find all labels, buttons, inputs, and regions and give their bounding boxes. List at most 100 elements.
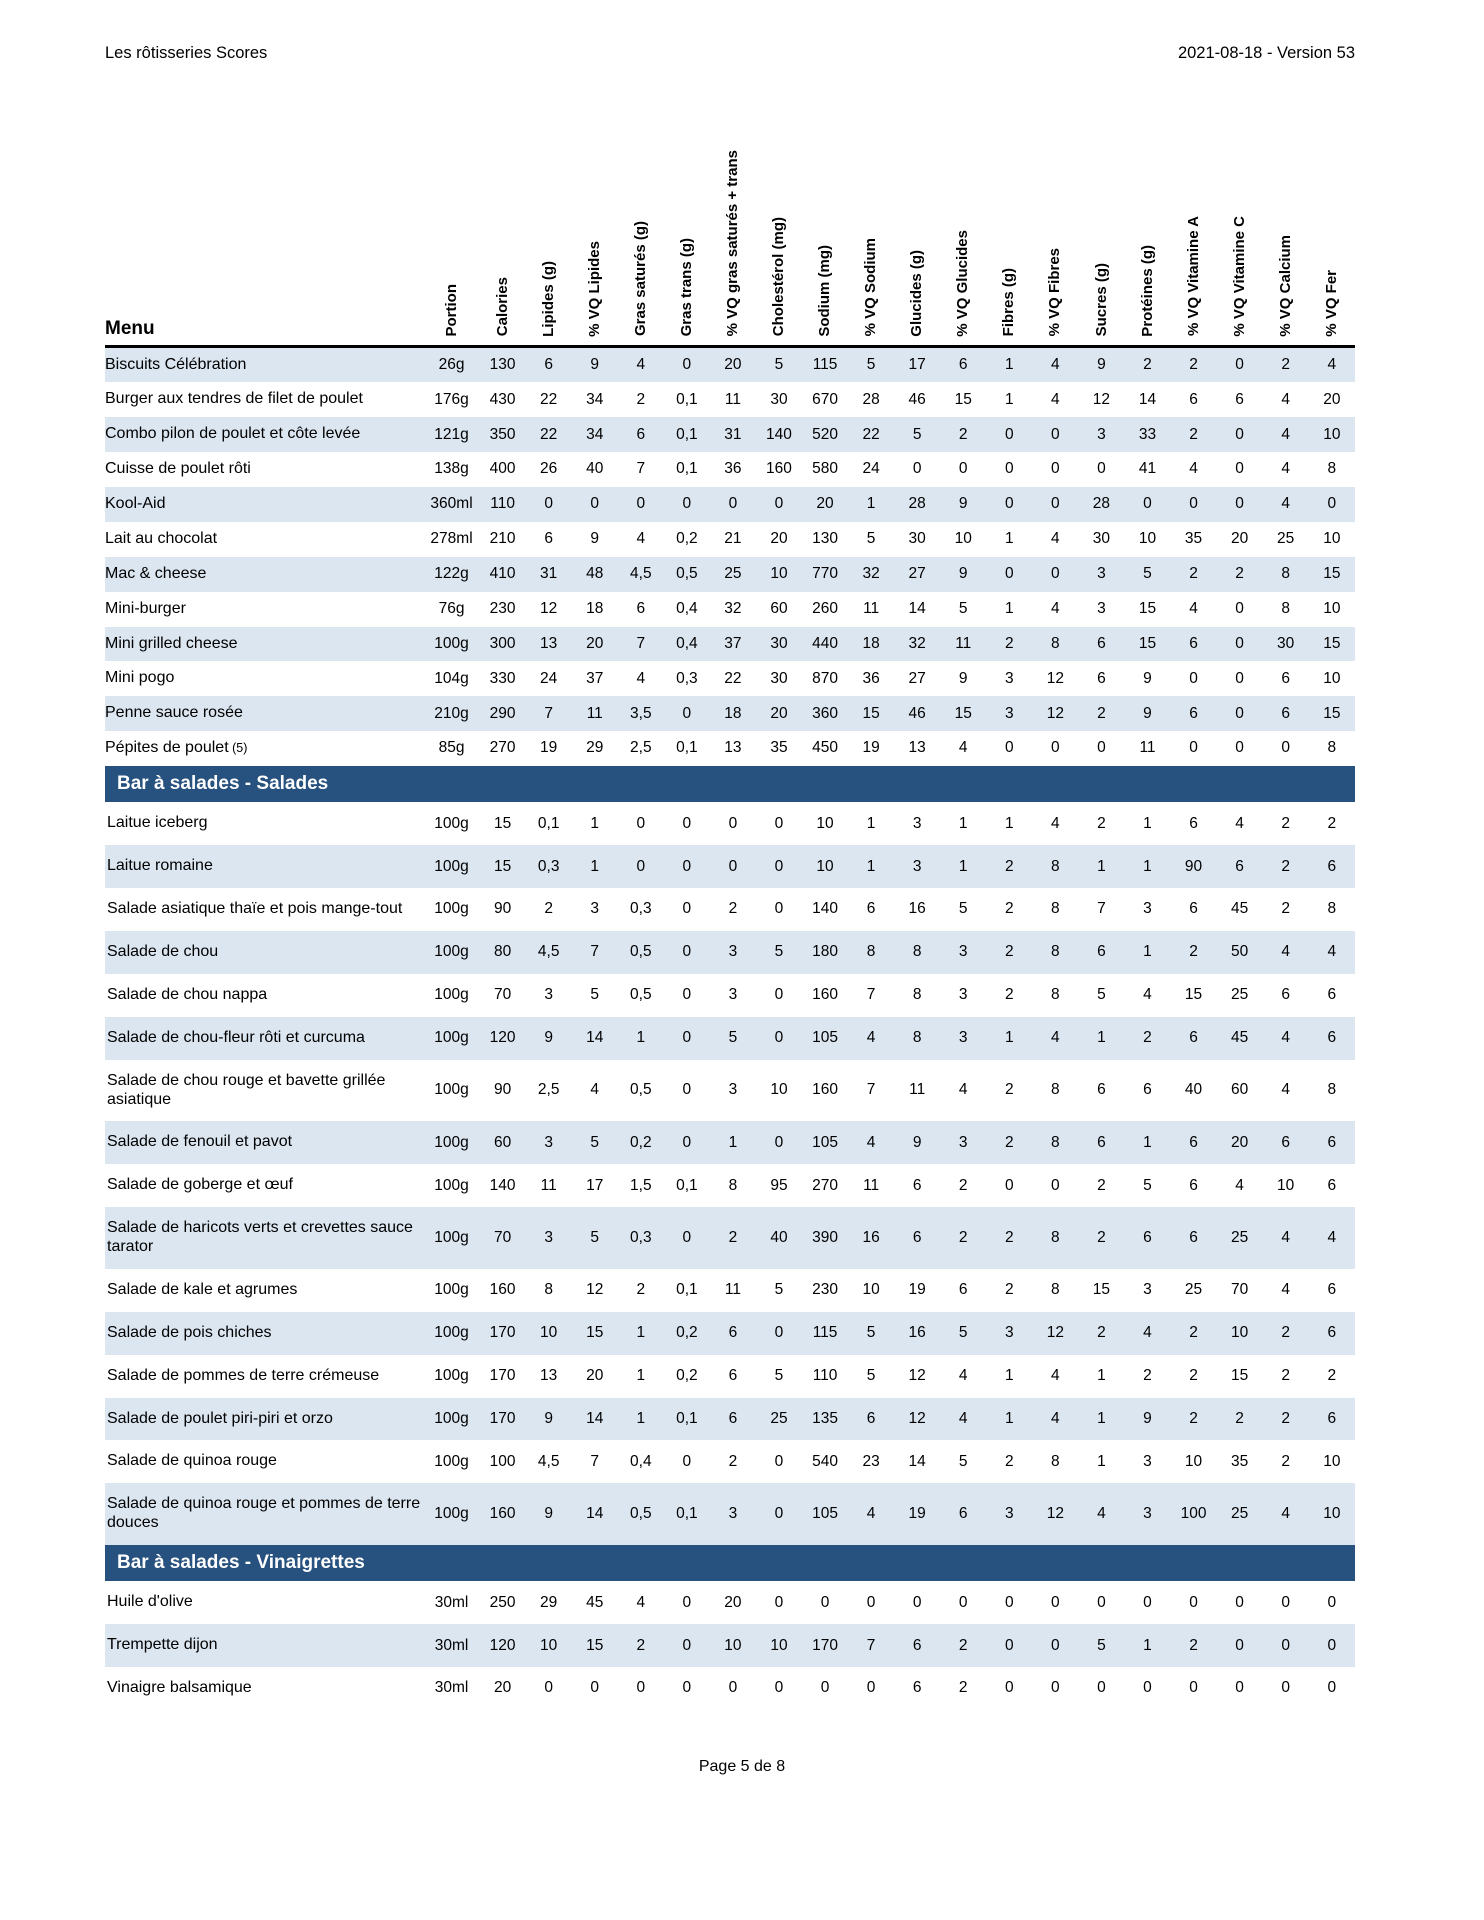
- nutrition-value: 6: [1281, 986, 1290, 1004]
- nutrition-value: 270: [489, 739, 516, 757]
- nutrition-value: 0: [1235, 425, 1244, 443]
- nutrition-value: 30ml: [434, 1593, 469, 1611]
- nutrition-value: 0,5: [630, 986, 652, 1004]
- nutrition-value: 0: [1004, 565, 1014, 583]
- nutrition-value: 2: [1004, 857, 1014, 875]
- nutrition-value: 5: [866, 530, 876, 548]
- nutrition-value: 100g: [434, 1081, 469, 1099]
- nutrition-value: 0: [590, 1679, 600, 1697]
- nutrition-table: Menu Portion Calories Lipides (g) % VQ Lipi…: [105, 81, 1355, 1710]
- nutrition-value: 0,1: [676, 1281, 698, 1299]
- nutrition-value: 0: [682, 900, 692, 918]
- nutrition-value: 4: [1189, 599, 1198, 617]
- nutrition-value: 5: [1143, 565, 1152, 583]
- column-header-label: Lipides (g): [539, 260, 557, 337]
- nutrition-value: 5: [958, 1452, 968, 1470]
- nutrition-value: 1: [1097, 1029, 1106, 1047]
- nutrition-value: 100: [1180, 1505, 1207, 1523]
- nutrition-value: 1: [866, 495, 876, 513]
- nutrition-value: 70: [493, 1228, 512, 1246]
- table-row: Salade de quinoa rouge 100g 100 4,5 7 0,4 0 2 0 5…: [105, 1440, 1355, 1483]
- nutrition-value: 0: [1004, 1593, 1014, 1611]
- nutrition-value: 6: [1143, 1228, 1152, 1246]
- nutrition-value: 6: [866, 900, 876, 918]
- nutrition-value: 11: [1139, 739, 1156, 757]
- nutrition-value: 5: [958, 1324, 968, 1342]
- nutrition-value: 0: [728, 857, 738, 875]
- nutrition-value: 6: [1189, 900, 1198, 918]
- nutrition-value: 85g: [438, 739, 465, 757]
- nutrition-value: 9: [544, 1505, 553, 1523]
- nutrition-value: 2: [958, 1176, 968, 1194]
- nutrition-value: 10: [1323, 530, 1341, 548]
- nutrition-value: 121g: [434, 425, 469, 443]
- nutrition-value: 0: [1097, 1593, 1106, 1611]
- nutrition-value: 15: [954, 704, 972, 722]
- doc-version-date: 2021-08-18 - Version 53: [1177, 44, 1355, 62]
- column-header: Cholestérol (mg): [755, 81, 803, 348]
- nutrition-value: 6: [636, 425, 646, 443]
- menu-item-name: Salade de poulet piri-piri et orzo: [107, 1409, 333, 1427]
- table-row: Pépites de poulet (5) 85g 270 19 29 2,5 0,1 13 3…: [105, 731, 1355, 766]
- nutrition-value: 48: [586, 565, 604, 583]
- nutrition-value: 20: [586, 634, 604, 652]
- nutrition-value: 135: [812, 1409, 838, 1427]
- nutrition-value: 1: [1097, 1366, 1106, 1384]
- nutrition-value: 37: [586, 669, 604, 687]
- section-title: Bar à salades - Salades: [105, 766, 1355, 803]
- nutrition-value: 10: [1323, 599, 1341, 617]
- nutrition-value: 210: [489, 530, 516, 548]
- nutrition-value: 0: [682, 355, 692, 373]
- nutrition-value: 1: [728, 1133, 738, 1151]
- nutrition-value: 3: [728, 1081, 738, 1099]
- nutrition-value: 2: [1097, 1324, 1106, 1342]
- nutrition-value: 6: [1097, 943, 1106, 961]
- nutrition-value: 2,5: [537, 1081, 560, 1099]
- nutrition-value: 15: [586, 1636, 604, 1654]
- nutrition-value: 40: [586, 460, 604, 478]
- nutrition-value: 46: [908, 390, 926, 408]
- nutrition-value: 9: [1097, 355, 1106, 373]
- nutrition-value: 16: [908, 900, 926, 918]
- nutrition-value: 14: [908, 1452, 926, 1470]
- menu-item-name: Biscuits Célébration: [105, 355, 247, 373]
- nutrition-value: 122g: [434, 565, 469, 583]
- nutrition-value: 4: [1235, 814, 1244, 832]
- nutrition-value: 37: [724, 634, 742, 652]
- nutrition-value: 1: [1143, 943, 1152, 961]
- nutrition-value: 540: [812, 1452, 838, 1470]
- table-row: Lait au chocolat 278ml 210 6 9 4 0,2 21 20 130 5 30…: [105, 522, 1355, 557]
- nutrition-value: 10: [540, 1636, 558, 1654]
- nutrition-value: 140: [812, 900, 838, 918]
- nutrition-value: 10: [1323, 1452, 1341, 1470]
- table-row: Mini grilled cheese 100g 300 13 20 7 0,4 37 30 44…: [105, 626, 1355, 662]
- column-header-label: Calories: [493, 277, 511, 337]
- nutrition-value: 70: [493, 986, 512, 1004]
- nutrition-value: 12: [1046, 1324, 1064, 1342]
- nutrition-value: 4: [1051, 355, 1060, 373]
- nutrition-value: 15: [493, 814, 512, 832]
- nutrition-value: 6: [1281, 669, 1290, 687]
- nutrition-value: 2: [1189, 1636, 1198, 1654]
- nutrition-value: 10: [724, 1636, 742, 1654]
- nutrition-value: 4: [636, 1593, 646, 1611]
- nutrition-value: 3: [1143, 1452, 1152, 1470]
- nutrition-value: 0,1: [676, 1409, 698, 1427]
- menu-item-name: Trempette dijon: [107, 1636, 218, 1654]
- menu-item-name: Salade de chou: [107, 943, 219, 961]
- nutrition-value: 250: [489, 1593, 516, 1611]
- nutrition-value: 29: [586, 739, 604, 757]
- nutrition-value: 2: [1189, 1409, 1198, 1427]
- nutrition-value: 5: [590, 986, 600, 1004]
- nutrition-value: 6: [1189, 634, 1198, 652]
- nutrition-value: 0: [544, 495, 553, 513]
- nutrition-value: 5: [728, 1029, 738, 1047]
- nutrition-value: 6: [1327, 1029, 1337, 1047]
- table-row: Huile d'olive 30ml 250 29 45 4 0 20 0 0 0 0 0 0 0 0 0 0 0 0…: [105, 1581, 1355, 1624]
- nutrition-value: 2: [1281, 1324, 1290, 1342]
- nutrition-value: 2: [1004, 1281, 1014, 1299]
- column-header-label: % VQ Fer: [1322, 269, 1340, 337]
- nutrition-value: 1: [1143, 857, 1152, 875]
- nutrition-value: 100g: [434, 1029, 469, 1047]
- nutrition-value: 170: [489, 1324, 516, 1342]
